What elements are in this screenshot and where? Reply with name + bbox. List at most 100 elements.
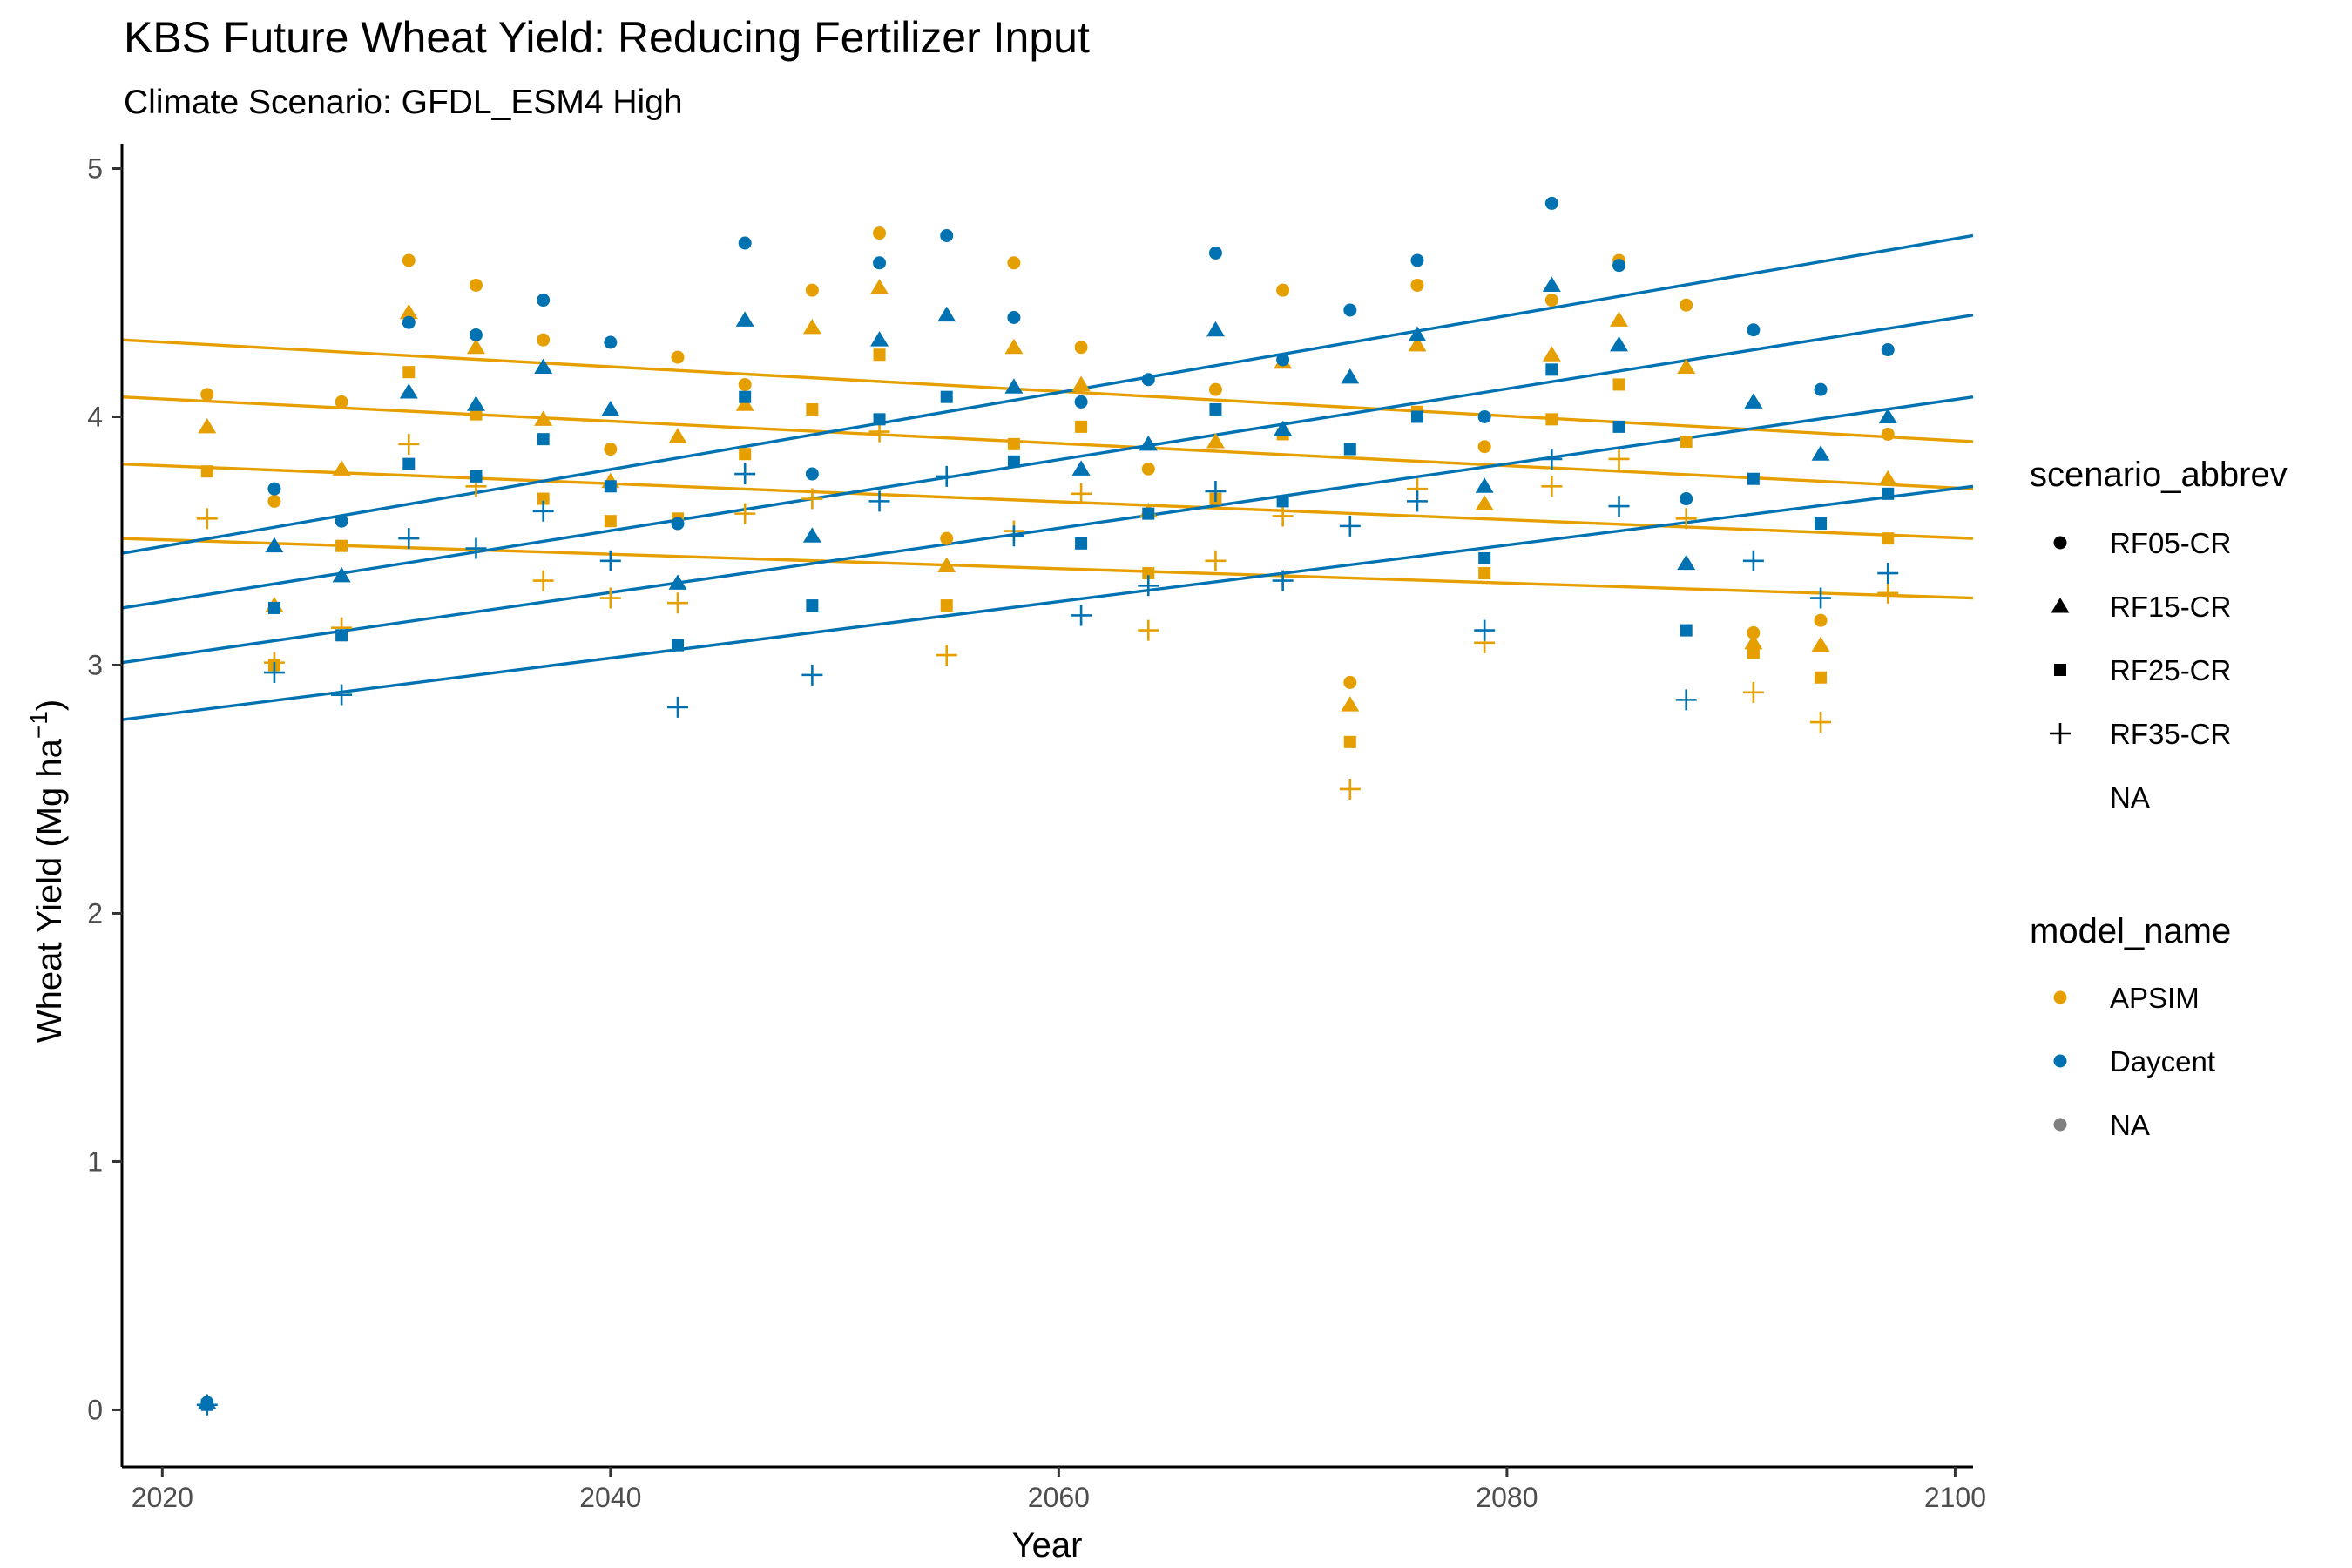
data-point-daycent-rf25-cr [940,390,953,403]
data-point-daycent-rf15-cr [937,306,956,322]
legend-key-rf15-cr [2051,598,2070,613]
data-point-daycent-rf05-cr [1276,353,1290,367]
data-point-apsim-rf35-cr [1675,508,1697,530]
data-point-apsim-rf15-cr [1341,696,1360,712]
data-point-apsim-rf25-cr [200,465,213,478]
y-tick-label: 3 [87,649,103,680]
data-point-daycent-rf25-cr [1410,410,1423,423]
data-point-apsim-rf35-cr [1608,448,1630,470]
data-point-apsim-rf35-cr [1541,476,1563,497]
data-point-apsim-rf15-cr [1004,338,1024,355]
data-point-daycent-rf25-cr [1545,363,1558,376]
data-point-apsim-rf05-cr [267,494,281,508]
data-point-daycent-rf35-cr [1474,619,1496,641]
data-point-daycent-rf35-cr [667,696,689,718]
chart-subtitle: Climate Scenario: GFDL_ESM4 High [124,84,683,121]
data-point-apsim-rf25-cr [1478,567,1491,580]
data-points [196,196,1899,1416]
data-point-apsim-rf35-cr [936,645,957,666]
data-point-apsim-rf05-cr [1007,256,1021,270]
data-point-apsim-rf25-cr [537,492,550,505]
legend-label: NA [2110,781,2150,814]
data-point-apsim-rf05-cr [1881,427,1895,441]
data-point-daycent-rf35-cr [1742,550,1764,571]
data-point-daycent-rf15-cr [466,395,485,411]
x-tick-label: 2080 [1476,1482,1538,1513]
data-point-daycent-rf15-cr [1408,326,1427,341]
data-point-apsim-rf25-cr [470,408,483,421]
data-point-daycent-rf05-cr [469,328,483,341]
data-point-apsim-rf25-cr [604,515,617,528]
legend-label: APSIM [2110,982,2200,1014]
data-point-apsim-rf15-cr [1071,375,1091,391]
data-point-daycent-rf25-cr [1142,507,1155,520]
data-point-apsim-rf05-cr [1208,382,1222,396]
y-axis-ticks: 0 1 2 3 4 5 [87,152,122,1425]
y-axis-title-main: Wheat Yield (Mg ha [30,738,69,1043]
data-point-apsim-rf15-cr [534,410,553,426]
data-point-daycent-rf35-cr [1406,490,1428,512]
data-point-daycent-rf25-cr [537,433,550,446]
data-point-daycent-rf25-cr [604,480,617,493]
trend-line-daycent-rf35-cr [121,484,1974,721]
data-point-daycent-rf25-cr [1612,420,1625,433]
data-point-daycent-rf15-cr [1811,445,1830,461]
data-point-apsim-rf15-cr [466,338,485,355]
data-point-daycent-rf05-cr [1881,343,1895,357]
data-point-apsim-rf15-cr [1408,335,1427,352]
data-point-apsim-rf25-cr [1612,378,1625,391]
data-point-daycent-rf35-cr [1339,515,1361,537]
data-point-apsim-rf15-cr [1610,311,1629,327]
data-point-apsim-rf25-cr [402,366,416,379]
data-point-daycent-rf05-cr [1814,382,1828,396]
data-point-apsim-rf15-cr [198,417,217,434]
trend-lines [121,233,1974,721]
data-point-apsim-rf35-cr [1810,712,1832,733]
data-point-apsim-rf05-cr [1343,675,1357,689]
data-point-apsim-rf05-cr [1814,613,1828,627]
data-point-apsim-rf25-cr [739,448,752,461]
data-point-daycent-rf25-cr [1276,495,1289,508]
data-point-daycent-rf15-cr [1071,460,1091,476]
y-axis-title-superscript: −1 [25,711,52,739]
data-point-daycent-rf35-cr [1138,575,1159,597]
data-point-daycent-rf25-cr [1343,443,1356,456]
data-point-apsim-rf35-cr [801,488,823,510]
y-axis-title: Wheat Yield (Mg ha−1) [25,700,69,1043]
data-point-daycent-rf15-cr [802,527,821,543]
data-point-daycent-rf25-cr [1478,551,1491,564]
data-point-daycent-rf05-cr [1007,310,1021,324]
y-tick-label: 4 [87,401,103,432]
data-point-apsim-rf35-cr [1877,582,1899,604]
data-point-apsim-rf25-cr [1075,420,1088,433]
data-point-daycent-rf15-cr [601,400,620,416]
data-point-daycent-rf15-cr [1878,408,1897,423]
data-point-apsim-rf05-cr [604,443,618,456]
data-point-daycent-rf05-cr [335,514,348,528]
trend-line-apsim-rf15-cr [121,395,1974,490]
data-point-daycent-rf15-cr [1341,368,1360,384]
data-point-apsim-rf05-cr [940,531,954,545]
data-point-daycent-rf05-cr [537,294,551,308]
data-point-apsim-rf05-cr [1680,298,1693,312]
data-point-daycent-rf15-cr [1744,393,1763,409]
data-point-apsim-rf25-cr [1343,735,1356,748]
data-point-apsim-rf05-cr [1276,283,1290,297]
legend-label: RF35-CR [2110,718,2231,750]
data-point-apsim-rf25-cr [1680,435,1693,448]
x-tick-label: 2020 [132,1482,193,1513]
data-point-apsim-rf35-cr [1272,505,1294,527]
data-point-apsim-rf35-cr [1071,483,1092,504]
data-point-daycent-rf25-cr [1680,624,1693,637]
data-point-apsim-rf05-cr [1141,462,1155,476]
data-point-apsim-rf05-cr [805,283,819,297]
data-point-daycent-rf35-cr [465,537,487,559]
trend-line-daycent-rf05-cr [121,233,1974,555]
data-point-daycent-rf05-cr [805,467,819,481]
data-point-daycent-rf15-cr [1004,378,1024,394]
data-point-daycent-rf25-cr [1075,537,1088,550]
data-point-apsim-rf25-cr [1747,646,1760,659]
legend-key-apsim [2053,990,2067,1004]
data-point-daycent-rf35-cr [1205,480,1227,502]
data-point-apsim-rf15-cr [735,395,754,411]
